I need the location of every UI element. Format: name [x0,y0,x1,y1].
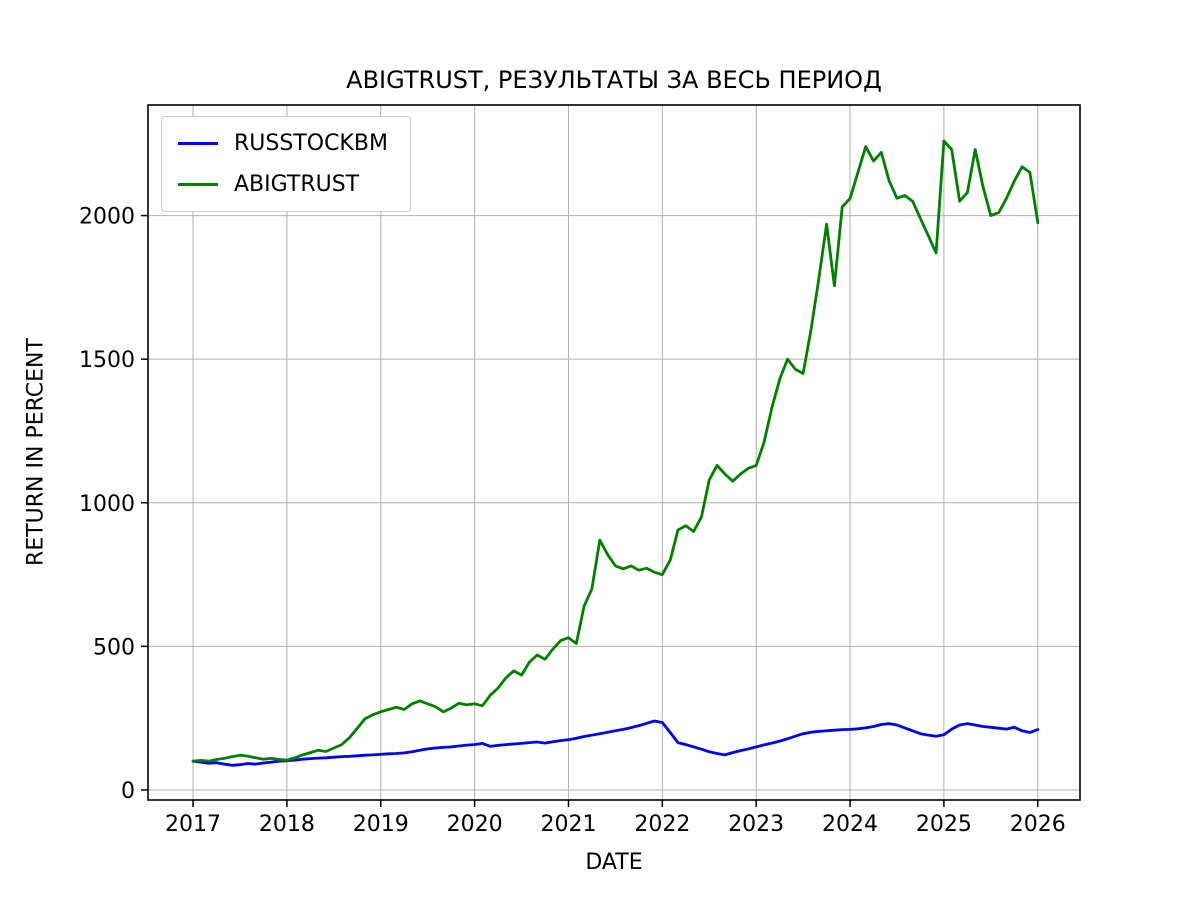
gridlines [148,105,1080,800]
y-tick-label: 1500 [79,348,135,373]
x-tick-label: 2026 [1010,812,1066,837]
plot-area-border [147,104,1081,801]
legend-line-swatch-russtockbm [178,142,218,145]
series-lines [191,139,1040,767]
x-tick-label: 2022 [634,812,690,837]
y-axis-label: RETURN IN PERCENT [23,338,49,566]
series-line-abigtrust [191,139,1040,763]
y-tick-label: 0 [121,779,135,804]
series-line-russtockbm [191,719,1040,767]
x-tick-label: 2025 [916,812,972,837]
y-tick-label: 1000 [79,492,135,517]
axis-ticks: 2017 2018 2019 2020 2021 2022 2023 2024 2025 2026… [79,205,1066,837]
legend-label-abigtrust: ABIGTRUST [234,172,360,197]
x-tick-label: 2021 [540,812,596,837]
chart-title: ABIGTRUST, РЕЗУЛЬТАТЫ ЗА ВЕСЬ ПЕРИОД [346,66,882,94]
x-tick-label: 2023 [728,812,784,837]
legend-label-russtockbm: RUSSTOCKBM [234,131,388,156]
x-tick-label: 2018 [259,812,315,837]
x-axis-label: DATE [585,850,643,875]
y-tick-label: 500 [93,635,135,660]
x-tick-label: 2024 [822,812,878,837]
x-tick-label: 2019 [353,812,409,837]
legend: RUSSTOCKBM ABIGTRUST [161,116,411,212]
legend-item-russtockbm: RUSSTOCKBM [178,131,388,156]
y-tick-label: 2000 [79,205,135,230]
legend-line-swatch-abigtrust [178,183,218,186]
x-tick-label: 2020 [447,812,503,837]
legend-item-abigtrust: ABIGTRUST [178,172,388,197]
x-tick-label: 2017 [165,812,221,837]
